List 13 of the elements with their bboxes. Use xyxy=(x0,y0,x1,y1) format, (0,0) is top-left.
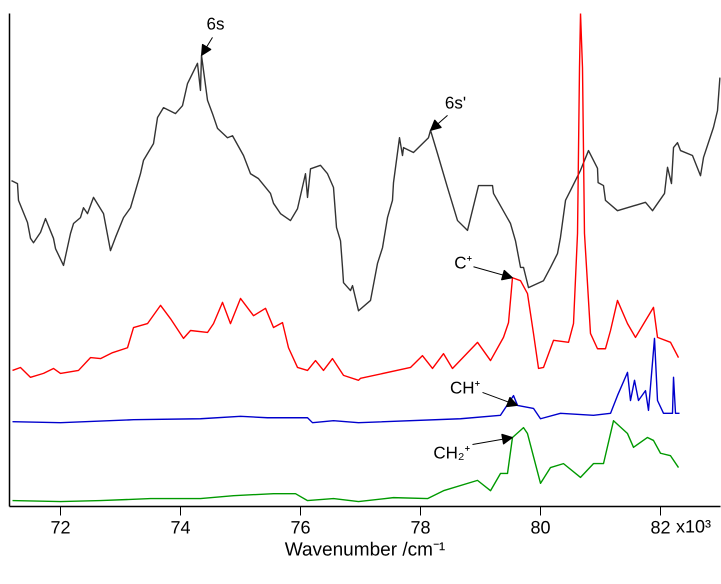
x-axis-title: Wavenumber /cm⁻¹ xyxy=(284,540,446,560)
x-tick-label: 76 xyxy=(290,518,311,538)
annotation: 6s' xyxy=(444,93,466,112)
text: x10³ xyxy=(676,516,712,536)
x-tick-label: 80 xyxy=(530,518,551,538)
annotation: CH⁺ xyxy=(450,378,481,398)
annotation: C⁺ xyxy=(454,254,472,273)
annotation: 6s xyxy=(206,14,224,34)
x-tick-label: 82 xyxy=(650,518,671,538)
annotation: CH₂⁺ xyxy=(433,443,470,462)
x-tick-label: 78 xyxy=(410,518,431,538)
x-tick-label: 72 xyxy=(50,518,71,538)
x-tick-label: 74 xyxy=(170,518,191,538)
